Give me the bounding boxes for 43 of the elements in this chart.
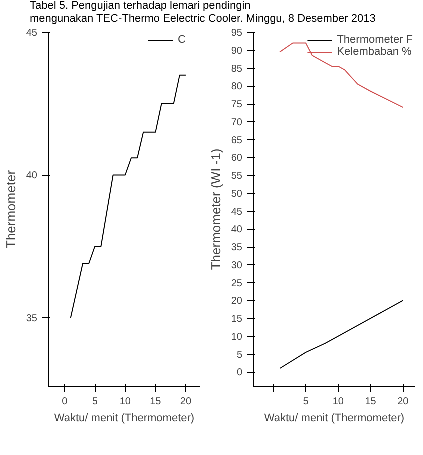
y-tick-label: 60 xyxy=(231,153,243,164)
y-axis-title: Thermometer xyxy=(3,170,18,249)
y-tick-label: 90 xyxy=(231,46,243,58)
y-tick-label: 15 xyxy=(231,314,243,326)
y-tick-label: 5 xyxy=(236,350,243,362)
y-tick-label: 35 xyxy=(231,242,243,254)
y-tick-label: 40 xyxy=(26,171,38,182)
legend-label: Kelembaban % xyxy=(337,46,412,58)
x-axis-title: Waktu/ menit (Thermometer) xyxy=(264,412,405,425)
y-axis-title: Thermometer (WI -1) xyxy=(208,149,224,270)
y-tick-label: 25 xyxy=(231,278,243,290)
y-tick-label: 30 xyxy=(231,260,243,272)
x-tick-label: 5 xyxy=(92,396,98,408)
y-tick-label: 40 xyxy=(231,224,243,236)
x-tick-label: 10 xyxy=(120,396,132,408)
y-tick-label: 75 xyxy=(231,100,243,111)
y-tick-label: 10 xyxy=(231,332,243,344)
y-tick-label: 95 xyxy=(231,28,243,40)
y-tick-label: 45 xyxy=(231,207,243,218)
x-tick-label: 0 xyxy=(62,396,68,408)
y-tick-label: 80 xyxy=(231,82,243,93)
x-tick-label: 20 xyxy=(180,396,192,408)
y-tick-label: 85 xyxy=(231,64,243,76)
x-tick-label: 10 xyxy=(332,396,344,408)
x-tick-label: 5 xyxy=(303,396,310,408)
y-tick-label: 65 xyxy=(231,136,243,147)
line-series xyxy=(280,300,404,370)
x-axis-title: Waktu/ menit (Thermometer) xyxy=(54,412,195,425)
line-series xyxy=(280,43,404,108)
y-tick-label: 55 xyxy=(231,171,243,182)
y-tick-label: 0 xyxy=(236,368,243,379)
x-tick-label: 15 xyxy=(365,396,377,408)
y-tick-label: 45 xyxy=(26,28,38,40)
y-tick-label: 35 xyxy=(26,314,38,325)
y-tick-label: 20 xyxy=(231,296,243,308)
y-tick-label: 70 xyxy=(231,118,243,129)
x-tick-label: 20 xyxy=(398,396,410,408)
x-tick-label: 15 xyxy=(150,396,162,408)
line-series xyxy=(70,75,186,319)
chart-title: Tabel 5. Pengujian terhadap lemari pendingin mengunakan TEC-Thermo Eelectric Cooler. Minggu, 8 Desember 2013 xyxy=(30,0,376,26)
legend-label: C xyxy=(178,34,187,46)
legend-label: Thermometer F xyxy=(337,34,413,46)
y-tick-label: 50 xyxy=(231,189,243,200)
